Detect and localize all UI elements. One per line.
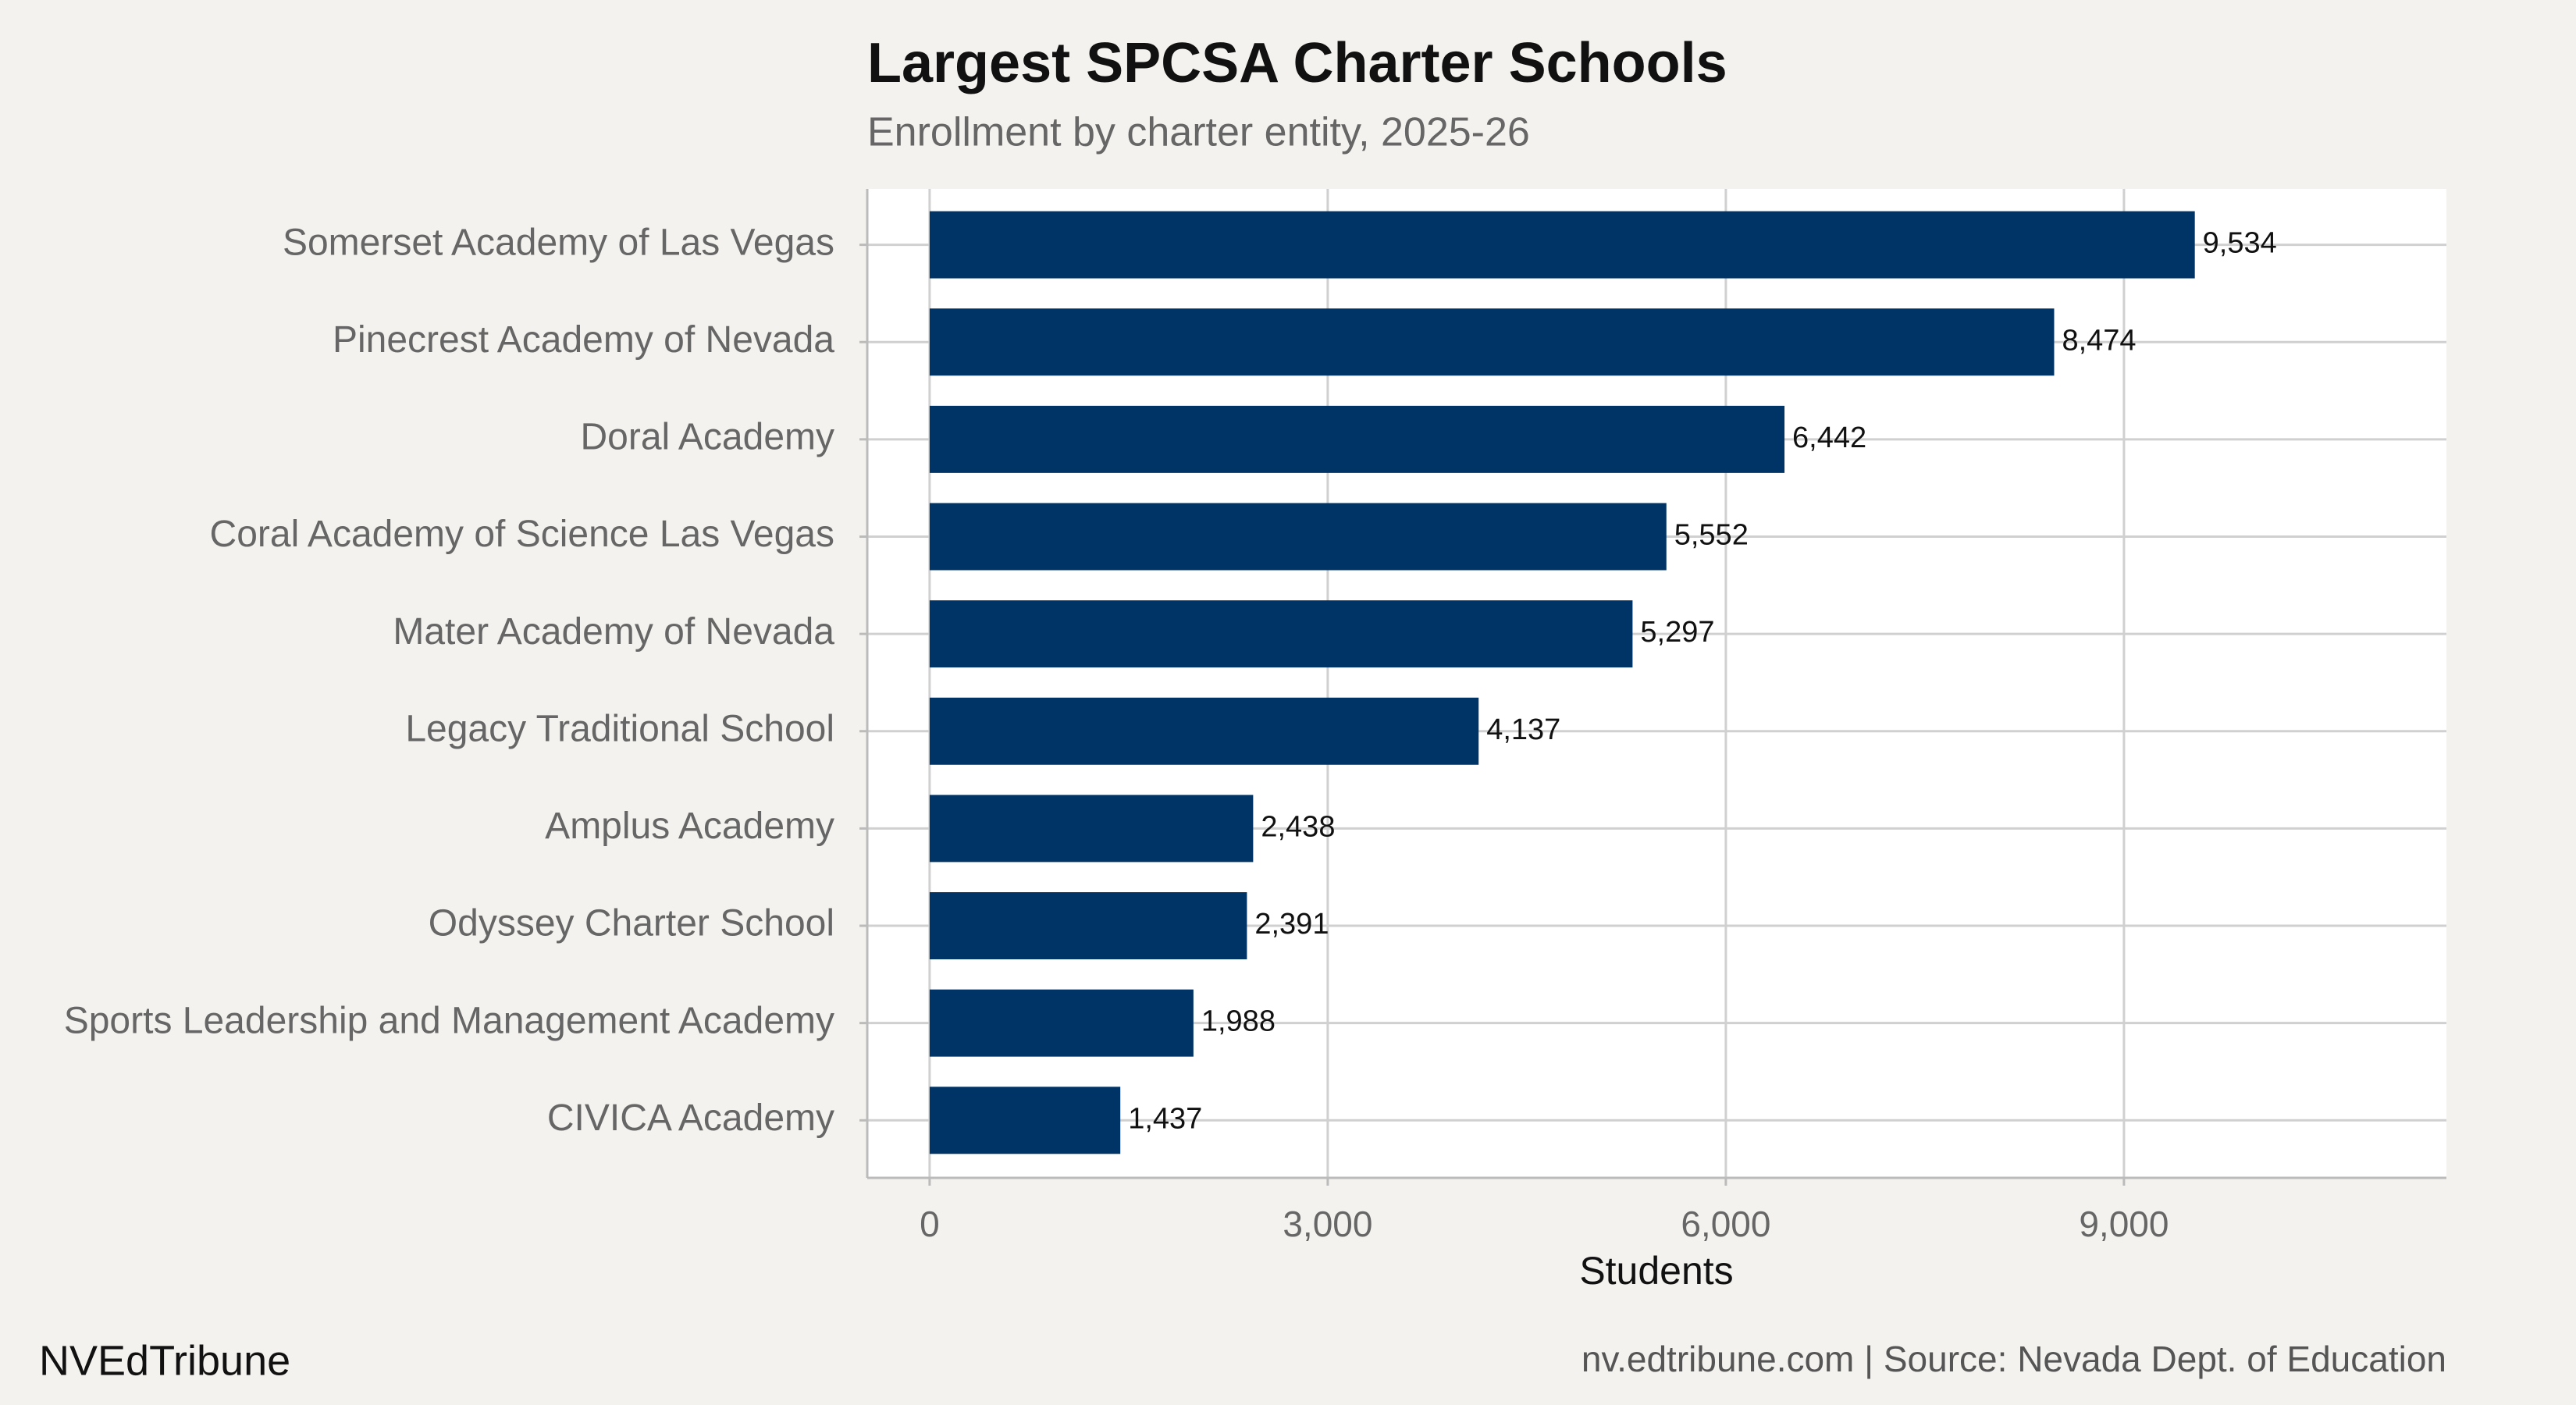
bar: [929, 211, 2195, 279]
x-axis-title: Students: [1579, 1249, 1733, 1293]
data-label: 8,474: [2062, 324, 2136, 357]
chart-subtitle: Enrollment by charter entity, 2025-26: [867, 110, 1530, 155]
bar: [929, 989, 1194, 1057]
y-tick-label: Mater Academy of Nevada: [393, 611, 834, 653]
y-tick-label: Somerset Academy of Las Vegas: [283, 222, 834, 263]
data-label: 6,442: [1792, 422, 1866, 454]
bar: [929, 1087, 1121, 1154]
bar: [929, 697, 1479, 765]
y-tick-label: Sports Leadership and Management Academy: [64, 1000, 834, 1041]
y-tick-label: Pinecrest Academy of Nevada: [333, 319, 834, 361]
x-tick-label: 9,000: [2079, 1204, 2169, 1244]
data-label: 4,137: [1486, 713, 1560, 746]
bar: [929, 795, 1254, 863]
data-label: 2,391: [1254, 908, 1329, 941]
marks: Somerset Academy of Las Vegas 9,534 Pinecr…: [64, 211, 2277, 1154]
bar: [929, 892, 1247, 960]
data-label: 5,297: [1640, 616, 1714, 649]
data-label: 5,552: [1674, 519, 1749, 552]
data-label: 2,438: [1261, 810, 1335, 843]
y-tick-label: Odyssey Charter School: [429, 903, 834, 944]
y-tick-label: Legacy Traditional School: [405, 708, 834, 749]
bar: [929, 308, 2055, 376]
bar: [929, 600, 1633, 668]
data-label: 1,988: [1201, 1005, 1276, 1038]
data-label: 1,437: [1128, 1102, 1202, 1135]
x-tick-label: 6,000: [1681, 1204, 1770, 1244]
x-tick-label: 0: [920, 1204, 940, 1244]
y-tick-label: Doral Academy: [581, 417, 834, 458]
source-note: nv.edtribune.com | Source: Nevada Dept. …: [1582, 1339, 2446, 1379]
bar: [929, 503, 1667, 571]
y-tick-label: Coral Academy of Science Las Vegas: [210, 514, 834, 555]
chart-title: Largest SPCSA Charter Schools: [867, 32, 1727, 94]
bar: [929, 405, 1785, 473]
x-tick-label: 3,000: [1283, 1204, 1372, 1244]
y-tick-label: CIVICA Academy: [547, 1097, 834, 1139]
brand: NVEdTribune: [39, 1337, 290, 1384]
y-tick-label: Amplus Academy: [545, 806, 834, 847]
data-label: 9,534: [2203, 227, 2277, 260]
